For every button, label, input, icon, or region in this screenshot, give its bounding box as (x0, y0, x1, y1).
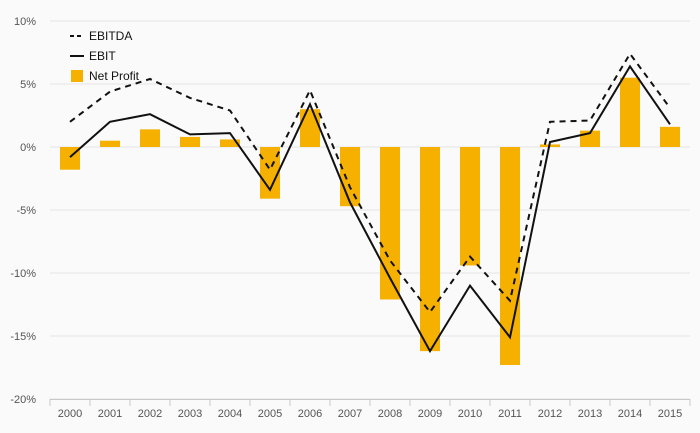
x-tick-label-2014: 2014 (618, 408, 642, 420)
net-profit-bar-2006 (300, 109, 320, 147)
x-tick-label-2013: 2013 (578, 408, 602, 420)
net-profit-bar-2005 (260, 147, 280, 199)
x-tick-label-2008: 2008 (378, 408, 402, 420)
net-profit-bar-2008 (380, 147, 400, 300)
y-tick-label: -20% (10, 394, 36, 406)
y-tick-label: -15% (10, 331, 36, 343)
net-profit-bar-2011 (500, 147, 520, 365)
legend-ebit-label: EBIT (89, 49, 116, 63)
net-profit-bar-2009 (420, 147, 440, 352)
y-tick-label: 10% (14, 16, 36, 28)
y-axis-tick-labels: 10% 5% 0% -5% -10% -15% -20% (10, 16, 36, 406)
x-tick-label-2010: 2010 (458, 408, 482, 420)
y-tick-label: 5% (20, 79, 36, 91)
legend: EBITDA EBIT Net Profit (70, 29, 140, 83)
ebitda-line (69, 52, 671, 314)
legend-net-profit-swatch (71, 70, 83, 82)
net-profit-bar-2010 (460, 147, 480, 266)
margin-lines (69, 52, 671, 354)
x-tick-label-2000: 2000 (58, 408, 82, 420)
x-tick-label-2002: 2002 (138, 408, 162, 420)
legend-ebitda-label: EBITDA (89, 29, 132, 43)
x-tick-label-2004: 2004 (218, 408, 242, 420)
net-profit-bar-2007 (340, 147, 360, 207)
ebit-line (69, 64, 671, 354)
x-tick-label-2001: 2001 (98, 408, 122, 420)
x-tick-label-2012: 2012 (538, 408, 562, 420)
x-tick-label-2005: 2005 (258, 408, 282, 420)
x-tick-label-2015: 2015 (658, 408, 682, 420)
x-axis-tick-labels: 2000 2001 2002 2003 2004 2005 2006 2007 2008 2009… (58, 408, 682, 420)
x-tick-label-2006: 2006 (298, 408, 322, 420)
y-tick-label: -10% (10, 268, 36, 280)
x-tick-label-2003: 2003 (178, 408, 202, 420)
x-axis (49, 399, 691, 406)
net-profit-bar-2004 (220, 139, 240, 147)
net-profit-bar-2014 (620, 77, 640, 147)
net-profit-bar-2015 (660, 126, 680, 147)
net-profit-bar-2003 (180, 136, 200, 147)
net-profit-bar-2001 (100, 140, 120, 147)
net-profit-bar-2002 (140, 129, 160, 147)
x-tick-label-2009: 2009 (418, 408, 442, 420)
x-tick-label-2007: 2007 (338, 408, 362, 420)
grid-lines (50, 20, 690, 400)
x-tick-label-2011: 2011 (498, 408, 522, 420)
y-tick-label: -5% (16, 205, 36, 217)
y-tick-label: 0% (20, 142, 36, 154)
legend-net-profit-label: Net Profit (89, 69, 140, 83)
